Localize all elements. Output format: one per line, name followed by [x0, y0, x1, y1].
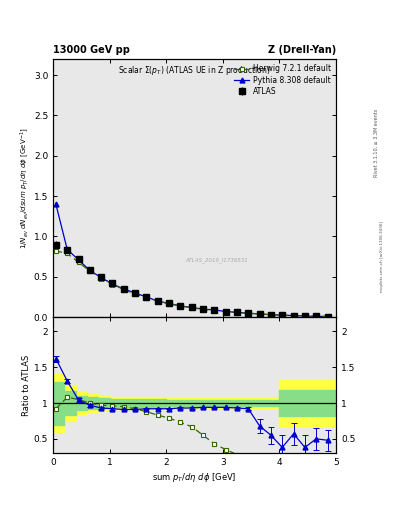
Herwig 7.2.1 default [121, 287, 126, 293]
Pythia 8.308 default [257, 311, 262, 317]
Y-axis label: Ratio to ATLAS: Ratio to ATLAS [22, 354, 31, 416]
Text: Scalar $\Sigma(p_T)$ (ATLAS UE in Z production): Scalar $\Sigma(p_T)$ (ATLAS UE in Z prod… [118, 64, 271, 77]
Herwig 7.2.1 default [189, 305, 194, 311]
Pythia 8.308 default [88, 267, 92, 273]
Pythia 8.308 default [53, 201, 58, 207]
Pythia 8.308 default [189, 305, 194, 311]
Herwig 7.2.1 default [291, 312, 296, 318]
Pythia 8.308 default [121, 286, 126, 292]
Y-axis label: $1/N_{ev}\ dN_{ev}/dsum\ p_T/d\eta\ d\phi\ [\mathrm{GeV}^{-1}]$: $1/N_{ev}\ dN_{ev}/dsum\ p_T/d\eta\ d\ph… [18, 127, 31, 249]
Herwig 7.2.1 default [280, 312, 285, 318]
Herwig 7.2.1 default [223, 309, 228, 315]
Herwig 7.2.1 default [76, 259, 81, 265]
Herwig 7.2.1 default [178, 303, 183, 309]
Herwig 7.2.1 default [201, 306, 206, 312]
Herwig 7.2.1 default [133, 291, 138, 297]
Text: Z (Drell-Yan): Z (Drell-Yan) [268, 45, 336, 55]
Pythia 8.308 default [99, 274, 103, 281]
Line: Herwig 7.2.1 default: Herwig 7.2.1 default [53, 248, 330, 319]
Herwig 7.2.1 default [314, 313, 319, 319]
Pythia 8.308 default [65, 246, 70, 252]
Line: Pythia 8.308 default: Pythia 8.308 default [53, 202, 330, 319]
Pythia 8.308 default [325, 313, 330, 319]
Text: Rivet 3.1.10, ≥ 3.3M events: Rivet 3.1.10, ≥ 3.3M events [374, 109, 379, 178]
Herwig 7.2.1 default [99, 274, 103, 281]
Pythia 8.308 default [144, 294, 149, 300]
Herwig 7.2.1 default [325, 313, 330, 319]
Herwig 7.2.1 default [155, 298, 160, 304]
Herwig 7.2.1 default [246, 310, 251, 316]
Text: 13000 GeV pp: 13000 GeV pp [53, 45, 130, 55]
Pythia 8.308 default [212, 307, 217, 313]
Herwig 7.2.1 default [110, 281, 115, 287]
Pythia 8.308 default [155, 298, 160, 304]
Herwig 7.2.1 default [268, 311, 273, 317]
Pythia 8.308 default [235, 309, 239, 315]
Pythia 8.308 default [291, 312, 296, 318]
Pythia 8.308 default [167, 301, 171, 307]
X-axis label: sum $p_T/d\eta\ d\phi$ [GeV]: sum $p_T/d\eta\ d\phi$ [GeV] [152, 471, 237, 484]
Pythia 8.308 default [246, 310, 251, 316]
Herwig 7.2.1 default [53, 248, 58, 254]
Text: mcplots.cern.ch [arXiv:1306.3436]: mcplots.cern.ch [arXiv:1306.3436] [380, 221, 384, 291]
Pythia 8.308 default [303, 313, 307, 319]
Pythia 8.308 default [268, 312, 273, 318]
Pythia 8.308 default [201, 306, 206, 312]
Pythia 8.308 default [314, 313, 319, 319]
Pythia 8.308 default [76, 257, 81, 263]
Pythia 8.308 default [110, 281, 115, 287]
Legend: Herwig 7.2.1 default, Pythia 8.308 default, ATLAS: Herwig 7.2.1 default, Pythia 8.308 defau… [233, 62, 332, 97]
Pythia 8.308 default [178, 303, 183, 309]
Herwig 7.2.1 default [303, 313, 307, 319]
Pythia 8.308 default [223, 308, 228, 314]
Herwig 7.2.1 default [212, 308, 217, 314]
Herwig 7.2.1 default [235, 309, 239, 315]
Herwig 7.2.1 default [144, 295, 149, 301]
Herwig 7.2.1 default [65, 250, 70, 257]
Text: ATLAS_2019_I1736531: ATLAS_2019_I1736531 [186, 258, 248, 263]
Herwig 7.2.1 default [257, 311, 262, 317]
Herwig 7.2.1 default [88, 268, 92, 274]
Pythia 8.308 default [133, 290, 138, 296]
Herwig 7.2.1 default [167, 301, 171, 307]
Pythia 8.308 default [280, 312, 285, 318]
